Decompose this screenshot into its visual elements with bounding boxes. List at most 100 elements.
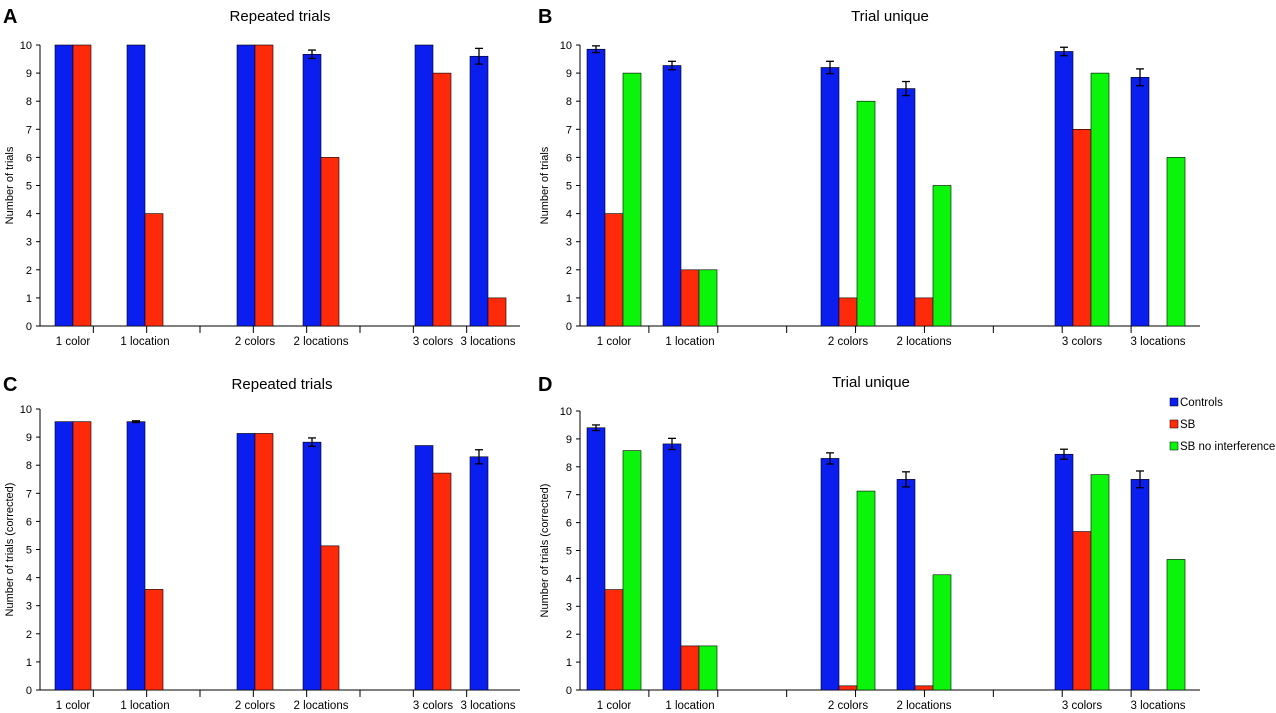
y-tick-label: 1 [26, 657, 32, 669]
x-category-label: 2 colors [235, 700, 276, 712]
chart-title: Trial unique [832, 374, 910, 391]
legend-swatch [1169, 419, 1179, 429]
bar-controls [302, 53, 322, 327]
bar-sb [320, 545, 340, 691]
x-category-label: 3 colors [413, 336, 454, 348]
x-category-label: 1 color [597, 336, 632, 348]
y-axis-label: Number of trials [4, 146, 16, 224]
y-tick-label: 0 [26, 321, 32, 333]
chart-panel-d: D Trial unique Number of trials (corrected… [538, 374, 1200, 712]
bar-controls [54, 44, 74, 327]
x-category-label: 2 locations [294, 700, 349, 712]
legend-label: SB [1180, 419, 1196, 431]
y-tick-label: 2 [26, 265, 32, 277]
y-tick-label: 3 [566, 237, 572, 249]
chart-title: Trial unique [851, 8, 929, 25]
y-tick-label: 9 [26, 432, 32, 444]
y-tick-label: 4 [566, 209, 572, 221]
y-tick-label: 0 [566, 321, 572, 333]
y-tick-label: 10 [20, 404, 32, 416]
panel-letter: D [538, 374, 552, 396]
bar-controls [236, 433, 256, 691]
y-axis-label: Number of trials (corrected) [4, 483, 16, 617]
bar-sb [838, 685, 858, 691]
bar-controls [1130, 479, 1150, 691]
y-tick-label: 1 [566, 657, 572, 669]
bar-controls [586, 427, 606, 691]
x-category-label: 2 colors [235, 336, 276, 348]
bar-controls [469, 456, 489, 691]
y-tick-label: 9 [566, 434, 572, 446]
bar-controls [820, 67, 840, 327]
y-tick-label: 6 [26, 152, 32, 164]
bar-sb [72, 44, 92, 327]
y-tick-label: 1 [26, 293, 32, 305]
bar-controls [1054, 51, 1074, 327]
bar-controls [586, 48, 606, 327]
x-category-label: 1 color [56, 700, 91, 712]
bar-sb [432, 472, 452, 691]
y-tick-label: 8 [26, 96, 32, 108]
bar-controls [1054, 453, 1074, 691]
y-tick-label: 2 [26, 629, 32, 641]
bar-sb [680, 269, 700, 327]
y-tick-label: 5 [26, 181, 32, 193]
x-category-label: 3 locations [1131, 336, 1186, 348]
x-category-label: 3 locations [461, 700, 516, 712]
bar-sb-no-interference [698, 269, 718, 327]
bar-sb [914, 685, 934, 691]
bar-sb-no-interference [698, 645, 718, 691]
y-tick-label: 9 [566, 68, 572, 80]
y-tick-label: 5 [26, 545, 32, 557]
y-tick-label: 3 [26, 601, 32, 613]
bar-sb [254, 44, 274, 327]
bar-sb-no-interference [1166, 157, 1186, 327]
bar-controls [414, 445, 434, 691]
bar-controls [1130, 77, 1150, 327]
y-tick-label: 9 [26, 68, 32, 80]
y-tick-label: 8 [566, 462, 572, 474]
x-category-label: 3 colors [413, 700, 454, 712]
bar-sb-no-interference [622, 450, 642, 691]
y-tick-label: 8 [26, 460, 32, 472]
x-category-label: 2 locations [897, 700, 952, 712]
y-axis-label: Number of trials (corrected) [539, 484, 551, 618]
y-tick-label: 6 [566, 152, 572, 164]
bar-sb [487, 297, 507, 327]
bar-controls [820, 458, 840, 691]
bar-controls [896, 88, 916, 327]
x-category-label: 3 locations [1131, 700, 1186, 712]
x-category-label: 3 colors [1062, 336, 1103, 348]
bar-controls [896, 479, 916, 691]
y-tick-label: 0 [26, 685, 32, 697]
x-category-label: 1 location [665, 700, 714, 712]
bar-controls [126, 421, 146, 691]
bar-controls [662, 65, 682, 327]
bar-sb [914, 297, 934, 327]
bar-sb [432, 72, 452, 327]
x-category-label: 1 location [665, 336, 714, 348]
bar-sb-no-interference [1166, 559, 1186, 691]
x-category-label: 3 colors [1062, 700, 1103, 712]
bar-sb [1072, 129, 1092, 327]
y-tick-label: 8 [566, 96, 572, 108]
x-category-label: 2 colors [828, 336, 869, 348]
y-tick-label: 10 [20, 40, 32, 52]
bar-controls [469, 55, 489, 327]
panel-letter: A [3, 6, 17, 28]
legend: Controls SB SB no interference [1169, 397, 1275, 453]
bar-sb-no-interference [932, 185, 952, 327]
bar-sb-no-interference [856, 100, 876, 327]
chart-panel-a: A Repeated trials Number of trials 0 1 2 3 4 5 6 7… [3, 6, 520, 348]
x-category-label: 1 location [120, 700, 169, 712]
y-tick-label: 10 [560, 406, 572, 418]
y-tick-label: 7 [566, 124, 572, 136]
chart-panel-c: C Repeated trials Number of trials (correc… [3, 374, 520, 712]
panel-letter: B [538, 6, 552, 28]
bar-sb [838, 297, 858, 327]
y-tick-label: 2 [566, 265, 572, 277]
bar-sb-no-interference [856, 490, 876, 691]
y-tick-label: 0 [566, 685, 572, 697]
bar-controls [236, 44, 256, 327]
